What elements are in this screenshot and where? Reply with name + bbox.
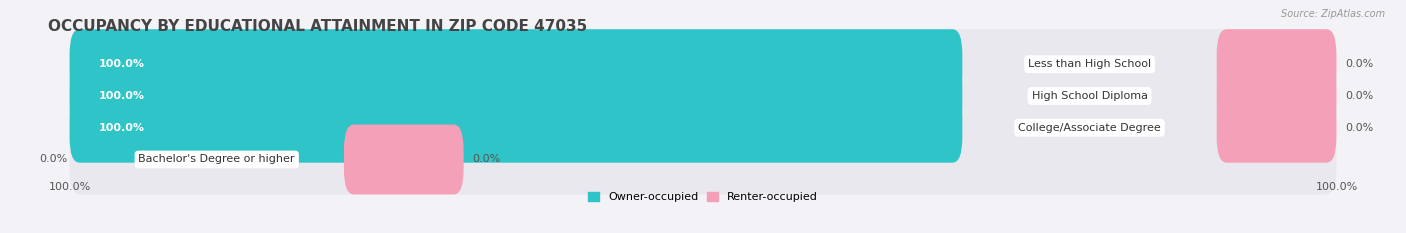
FancyBboxPatch shape (70, 29, 962, 99)
Text: Bachelor's Degree or higher: Bachelor's Degree or higher (138, 154, 295, 164)
Text: 0.0%: 0.0% (1346, 59, 1374, 69)
Text: 100.0%: 100.0% (98, 59, 145, 69)
Text: 100.0%: 100.0% (98, 123, 145, 133)
FancyBboxPatch shape (70, 93, 1336, 163)
Text: 0.0%: 0.0% (1346, 123, 1374, 133)
FancyBboxPatch shape (1216, 61, 1336, 131)
FancyBboxPatch shape (1216, 93, 1336, 163)
Text: OCCUPANCY BY EDUCATIONAL ATTAINMENT IN ZIP CODE 47035: OCCUPANCY BY EDUCATIONAL ATTAINMENT IN Z… (48, 19, 588, 34)
Text: 0.0%: 0.0% (39, 154, 67, 164)
Text: Less than High School: Less than High School (1028, 59, 1152, 69)
Text: 100.0%: 100.0% (48, 182, 90, 192)
Legend: Owner-occupied, Renter-occupied: Owner-occupied, Renter-occupied (583, 188, 823, 207)
Text: High School Diploma: High School Diploma (1032, 91, 1147, 101)
Text: 0.0%: 0.0% (1346, 91, 1374, 101)
FancyBboxPatch shape (70, 93, 962, 163)
FancyBboxPatch shape (70, 61, 1336, 131)
FancyBboxPatch shape (1216, 29, 1336, 99)
Text: 0.0%: 0.0% (472, 154, 501, 164)
Text: College/Associate Degree: College/Associate Degree (1018, 123, 1161, 133)
FancyBboxPatch shape (344, 125, 464, 195)
Text: 100.0%: 100.0% (98, 91, 145, 101)
FancyBboxPatch shape (70, 125, 1336, 195)
FancyBboxPatch shape (70, 61, 962, 131)
Text: Source: ZipAtlas.com: Source: ZipAtlas.com (1281, 9, 1385, 19)
Text: 100.0%: 100.0% (1316, 182, 1358, 192)
FancyBboxPatch shape (70, 29, 1336, 99)
